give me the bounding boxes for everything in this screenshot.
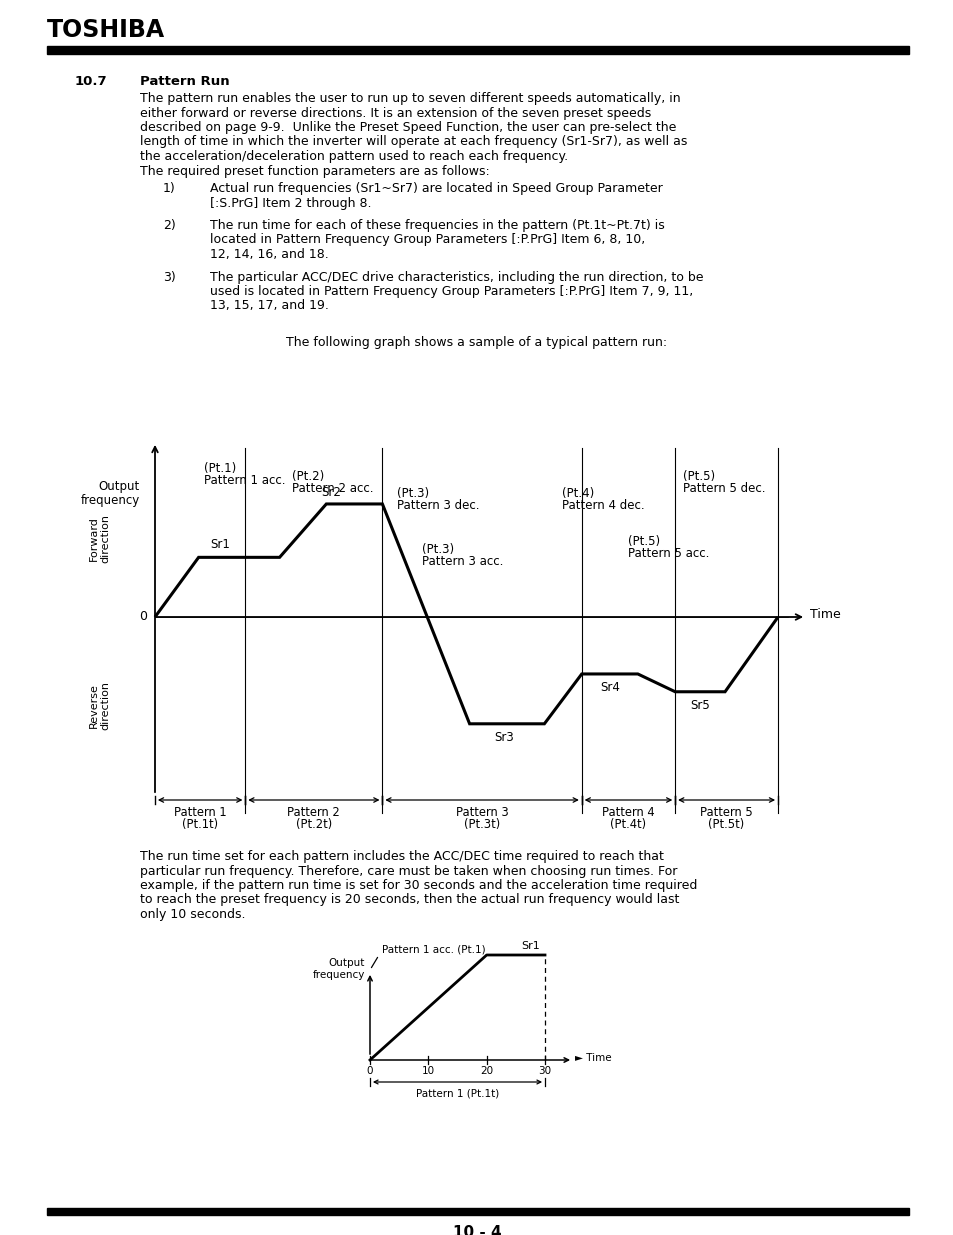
Text: (Pt.3t): (Pt.3t): [463, 818, 499, 831]
Text: Sr3: Sr3: [494, 731, 514, 743]
Text: 13, 15, 17, and 19.: 13, 15, 17, and 19.: [210, 300, 329, 312]
Text: [:S.PrG] Item 2 through 8.: [:S.PrG] Item 2 through 8.: [210, 196, 371, 210]
Text: TOSHIBA: TOSHIBA: [47, 19, 165, 42]
Text: The required preset function parameters are as follows:: The required preset function parameters …: [140, 164, 489, 178]
Text: (Pt.5t): (Pt.5t): [708, 818, 744, 831]
Text: (Pt.2): (Pt.2): [292, 471, 324, 483]
Text: Pattern 1 acc.: Pattern 1 acc.: [203, 474, 285, 487]
Text: Output: Output: [328, 958, 365, 968]
Text: The run time set for each pattern includes the ACC/DEC time required to reach th: The run time set for each pattern includ…: [140, 850, 663, 863]
Text: Pattern 1 (Pt.1t): Pattern 1 (Pt.1t): [416, 1088, 498, 1098]
Text: example, if the pattern run time is set for 30 seconds and the acceleration time: example, if the pattern run time is set …: [140, 879, 697, 892]
Text: Pattern 1: Pattern 1: [173, 806, 226, 819]
Text: 3): 3): [163, 270, 175, 284]
Text: Reverse
direction: Reverse direction: [90, 682, 111, 730]
Text: 0: 0: [139, 610, 147, 624]
Text: Output: Output: [99, 480, 140, 493]
Text: Pattern 5 acc.: Pattern 5 acc.: [628, 547, 709, 559]
Text: 10 - 4: 10 - 4: [453, 1225, 500, 1235]
Text: (Pt.4t): (Pt.4t): [610, 818, 646, 831]
Text: (Pt.3): (Pt.3): [396, 487, 429, 500]
Text: Pattern 5 dec.: Pattern 5 dec.: [682, 482, 765, 495]
Text: 12, 14, 16, and 18.: 12, 14, 16, and 18.: [210, 248, 329, 261]
Text: Forward
direction: Forward direction: [90, 514, 111, 563]
Text: Pattern Run: Pattern Run: [140, 75, 230, 88]
Text: 2): 2): [163, 219, 175, 232]
Text: Time: Time: [809, 609, 840, 621]
Text: frequency: frequency: [81, 494, 140, 508]
Text: The run time for each of these frequencies in the pattern (Pt.1t~Pt.7t) is: The run time for each of these frequenci…: [210, 219, 664, 232]
Text: described on page 9-9.  Unlike the Preset Speed Function, the user can pre-selec: described on page 9-9. Unlike the Preset…: [140, 121, 676, 135]
Text: The following graph shows a sample of a typical pattern run:: The following graph shows a sample of a …: [286, 336, 667, 350]
Text: 10: 10: [421, 1066, 435, 1076]
Text: Sr2: Sr2: [321, 485, 341, 499]
Text: Sr5: Sr5: [690, 699, 709, 711]
Text: frequency: frequency: [313, 969, 365, 981]
Text: (Pt.1): (Pt.1): [203, 462, 235, 475]
Text: Sr1: Sr1: [520, 941, 539, 951]
Text: The pattern run enables the user to run up to seven different speeds automatical: The pattern run enables the user to run …: [140, 91, 679, 105]
Text: length of time in which the inverter will operate at each frequency (Sr1-Sr7), a: length of time in which the inverter wil…: [140, 136, 687, 148]
Text: Pattern 4: Pattern 4: [601, 806, 654, 819]
Text: (Pt.2t): (Pt.2t): [295, 818, 332, 831]
Text: (Pt.1t): (Pt.1t): [182, 818, 218, 831]
Text: 10.7: 10.7: [75, 75, 108, 88]
Text: Sr1: Sr1: [211, 538, 230, 551]
Text: Pattern 2: Pattern 2: [287, 806, 340, 819]
Text: (Pt.4): (Pt.4): [561, 487, 594, 500]
Text: (Pt.5): (Pt.5): [682, 471, 715, 483]
Text: Actual run frequencies (Sr1~Sr7) are located in Speed Group Parameter: Actual run frequencies (Sr1~Sr7) are loc…: [210, 182, 662, 195]
Text: Pattern 1 acc. (Pt.1): Pattern 1 acc. (Pt.1): [381, 945, 485, 955]
Text: (Pt.3): (Pt.3): [421, 543, 454, 556]
Text: particular run frequency. Therefore, care must be taken when choosing run times.: particular run frequency. Therefore, car…: [140, 864, 677, 878]
Bar: [47, 1208, 908, 1215]
Text: 0: 0: [366, 1066, 373, 1076]
Text: only 10 seconds.: only 10 seconds.: [140, 908, 245, 921]
Text: 20: 20: [479, 1066, 493, 1076]
Text: used is located in Pattern Frequency Group Parameters [:P.PrG] Item 7, 9, 11,: used is located in Pattern Frequency Gro…: [210, 285, 693, 298]
Text: Sr4: Sr4: [599, 680, 619, 694]
Text: to reach the preset frequency is 20 seconds, then the actual run frequency would: to reach the preset frequency is 20 seco…: [140, 893, 679, 906]
Text: The particular ACC/DEC drive characteristics, including the run direction, to be: The particular ACC/DEC drive characteris…: [210, 270, 702, 284]
Bar: [47, 46, 908, 54]
Text: ► Time: ► Time: [575, 1053, 611, 1063]
Text: Pattern 4 dec.: Pattern 4 dec.: [561, 499, 644, 513]
Text: 1): 1): [163, 182, 175, 195]
Text: (Pt.5): (Pt.5): [628, 535, 659, 548]
Text: Pattern 2 acc.: Pattern 2 acc.: [292, 482, 374, 495]
Text: either forward or reverse directions. It is an extension of the seven preset spe: either forward or reverse directions. It…: [140, 106, 651, 120]
Text: the acceleration/deceleration pattern used to reach each frequency.: the acceleration/deceleration pattern us…: [140, 149, 568, 163]
Text: Pattern 5: Pattern 5: [700, 806, 752, 819]
Text: located in Pattern Frequency Group Parameters [:P.PrG] Item 6, 8, 10,: located in Pattern Frequency Group Param…: [210, 233, 644, 247]
Text: Pattern 3: Pattern 3: [456, 806, 508, 819]
Text: Pattern 3 dec.: Pattern 3 dec.: [396, 499, 478, 513]
Text: Pattern 3 acc.: Pattern 3 acc.: [421, 555, 502, 568]
Text: 30: 30: [537, 1066, 551, 1076]
